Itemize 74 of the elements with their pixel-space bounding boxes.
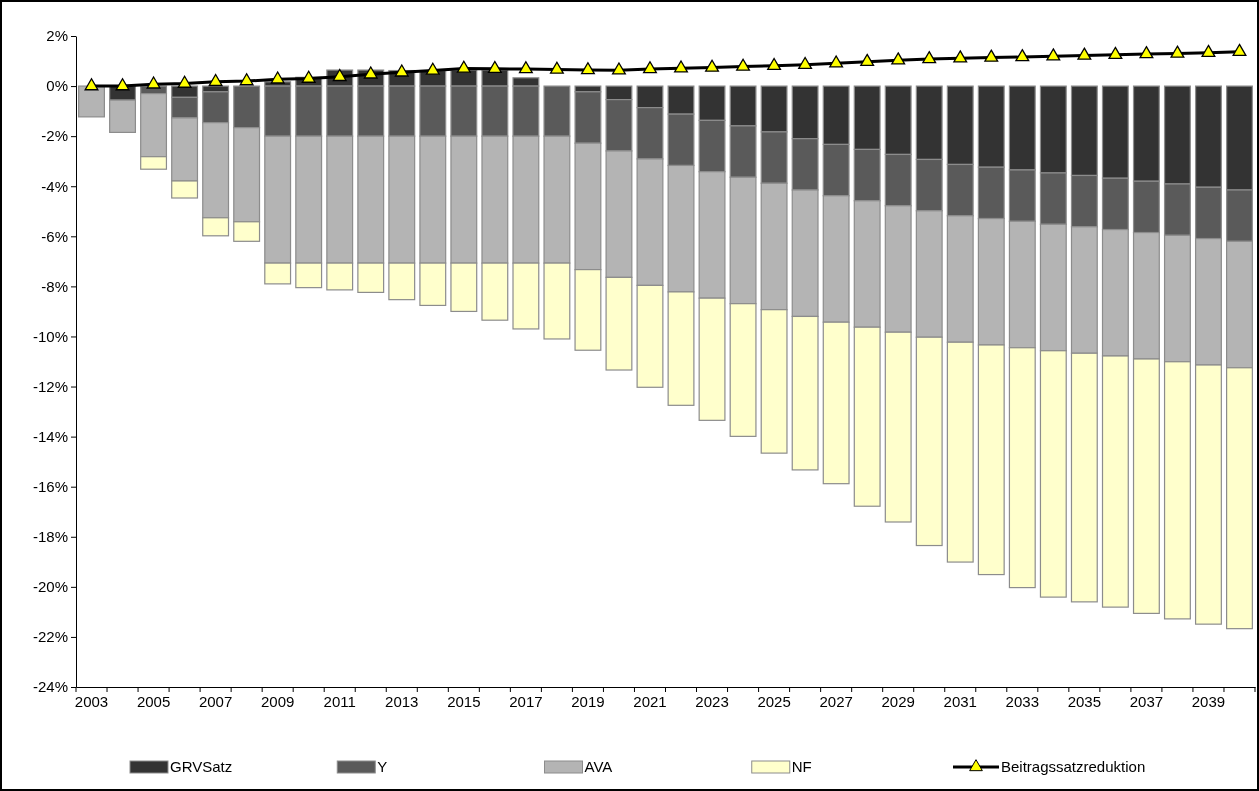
y-tick-label: -4% — [41, 177, 68, 195]
point — [736, 58, 751, 71]
x-tick-label: 2023 — [695, 692, 729, 710]
y-tick-label: -6% — [41, 227, 68, 245]
legend-label: AVA — [584, 758, 613, 776]
x-tick-label: 2027 — [819, 692, 853, 710]
point — [84, 78, 99, 91]
y-tick-label: -10% — [32, 327, 68, 345]
bar — [78, 85, 105, 118]
point — [1232, 43, 1247, 57]
y-tick-label: -8% — [41, 277, 68, 295]
point — [953, 50, 968, 63]
x-tick-label: 2031 — [943, 692, 977, 710]
point — [487, 60, 502, 74]
x-tick-label: 2017 — [509, 692, 543, 710]
point — [674, 60, 689, 73]
point — [518, 61, 533, 74]
x-tick-label: 2019 — [571, 692, 605, 710]
y-tick-label: 0% — [46, 77, 68, 95]
point — [549, 61, 564, 74]
x-tick-label: 2035 — [1067, 692, 1102, 710]
x-tick-label: 2033 — [1005, 692, 1039, 710]
point — [1077, 47, 1092, 60]
x-tick-label: 2021 — [633, 692, 667, 710]
x-tick-label: 2005 — [136, 692, 171, 710]
point — [860, 53, 875, 67]
point — [1046, 48, 1061, 61]
y-tick-label: -12% — [32, 377, 68, 395]
point — [984, 49, 999, 62]
x-tick-label: 2003 — [74, 692, 109, 710]
x-tick-label: 2013 — [385, 692, 419, 710]
x-tick-label: 2015 — [447, 692, 481, 710]
point — [829, 55, 844, 68]
y-tick-label: -20% — [32, 578, 68, 596]
point — [922, 51, 937, 64]
point — [1015, 49, 1030, 62]
legend-label: NF — [791, 758, 812, 776]
point — [239, 73, 254, 86]
point — [642, 61, 657, 74]
point — [611, 62, 626, 75]
y-tick-label: -16% — [32, 477, 68, 495]
point — [798, 56, 813, 70]
point — [891, 52, 906, 65]
point — [177, 75, 192, 88]
point — [580, 62, 595, 75]
point — [1139, 46, 1154, 59]
x-tick-label: 2037 — [1129, 692, 1164, 710]
point — [1108, 46, 1123, 60]
point — [301, 70, 316, 83]
point — [1170, 45, 1185, 58]
x-tick-label: 2039 — [1191, 692, 1226, 710]
point — [456, 60, 471, 73]
y-tick-label: -2% — [41, 127, 68, 145]
legend-label: GRVSatz — [170, 758, 233, 776]
point — [146, 76, 161, 89]
x-tick-label: 2009 — [260, 692, 295, 710]
x-tick-label: 2011 — [323, 692, 356, 710]
point — [425, 62, 440, 75]
y-tick-label: -24% — [32, 678, 68, 696]
x-tick-label: 2025 — [757, 692, 791, 710]
x-tick-label: 2007 — [198, 692, 233, 710]
legend-label: Y — [377, 758, 388, 776]
legend-label: Beitragssatzreduktion — [1001, 758, 1146, 776]
y-tick-label: -14% — [32, 427, 68, 445]
x-tick-label: 2029 — [881, 692, 915, 710]
point — [208, 73, 223, 87]
point — [270, 71, 285, 84]
y-tick-label: 2% — [46, 27, 68, 45]
point — [705, 59, 720, 72]
point — [115, 78, 130, 91]
point — [1201, 44, 1216, 58]
y-tick-label: -18% — [32, 528, 68, 546]
y-tick-label: -22% — [32, 628, 68, 646]
point — [767, 57, 782, 71]
